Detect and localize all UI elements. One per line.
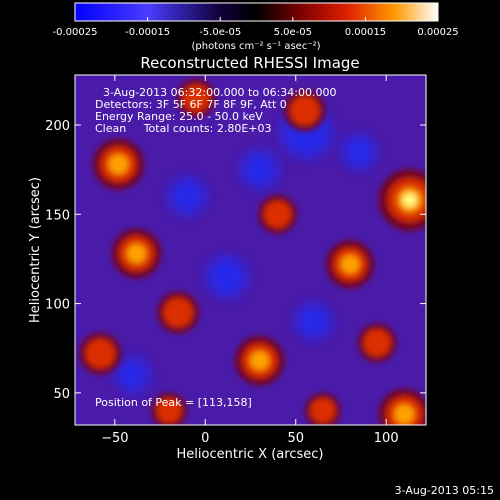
heatmap-hot-spot-peak	[394, 404, 415, 425]
heatmap-hot-spot-core	[264, 200, 292, 228]
heatmap-hot-spot-core	[310, 398, 336, 424]
heatmap-cold-spot	[342, 134, 377, 169]
plot-frame	[74, 74, 427, 426]
heatmap-hot-spot-core	[290, 95, 320, 126]
colorbar: -0.00025 -0.00015 -5.0e-05 5.0e-05 0.00015 0.…	[53, 2, 459, 52]
x-tick-label: 100	[374, 431, 399, 446]
colorbar-tick-label: -0.00015	[125, 27, 170, 38]
colorbar-unit-label: (photons cm⁻² s⁻¹ asec⁻²)	[191, 41, 320, 52]
info-energy-range: Energy Range: 25.0 - 50.0 keV	[95, 110, 263, 123]
colorbar-tick-labels: -0.00025 -0.00015 -5.0e-05 5.0e-05 0.00015 0.…	[53, 27, 459, 38]
x-tick-label: 0	[201, 431, 209, 446]
info-detectors: Detectors: 3F 5F 6F 7F 8F 9F, Att 0	[95, 98, 287, 111]
x-axis-label: Heliocentric X (arcsec)	[177, 447, 324, 462]
info-peak-position: Position of Peak = [113,158]	[95, 396, 252, 409]
heatmap-cold-spot	[240, 150, 279, 189]
heatmap-hot-spot-max	[403, 193, 417, 207]
x-axis-ticks: −50 0 50 100	[101, 75, 399, 446]
colorbar-tick-label: -5.0e-05	[199, 27, 241, 38]
x-tick-label: −50	[101, 431, 128, 446]
heatmap-hot-spot-peak	[340, 254, 360, 274]
colorbar-tick-label: 5.0e-05	[274, 27, 312, 38]
heatmap-hot-spot-core	[156, 398, 182, 424]
heatmap-hot-spot-core	[85, 338, 116, 369]
heatmap-hot-spot-peak	[108, 154, 129, 175]
chart-title: Reconstructed RHESSI Image	[140, 54, 360, 72]
heatmap-hot-spot-core	[363, 329, 391, 357]
y-axis-label: Heliocentric Y (arcsec)	[28, 177, 43, 323]
heatmap-hot-regions	[79, 79, 426, 425]
colorbar-tick-label: 0.00025	[417, 27, 458, 38]
y-tick-label: 200	[45, 119, 70, 134]
x-tick-label: 50	[287, 431, 304, 446]
heatmap-hot-spot-core	[163, 297, 193, 328]
colorbar-tick-label: 0.00015	[345, 27, 386, 38]
heatmap-cold-spot	[115, 357, 150, 393]
colorbar-ticks	[74, 17, 439, 21]
y-tick-label: 50	[53, 387, 70, 402]
colorbar-tick-label: -0.00025	[53, 27, 98, 38]
footer-timestamp: 3-Aug-2013 05:15	[394, 484, 494, 497]
heatmap-hot-spot-peak	[249, 351, 270, 371]
heatmap-cold-spot	[295, 303, 332, 340]
heatmap-cold-spot	[206, 256, 248, 298]
y-axis-ticks: 50 100 150 200	[45, 119, 426, 402]
colorbar-gradient	[74, 2, 439, 22]
info-clean-counts: Clean Total counts: 2.80E+03	[95, 122, 272, 135]
info-time-range: 3-Aug-2013 06:32:00.000 to 06:34:00.000	[103, 86, 337, 99]
y-tick-label: 100	[45, 298, 70, 313]
y-tick-label: 150	[45, 208, 70, 223]
heatmap-cold-spot	[168, 177, 206, 216]
heatmap-hot-spot-core	[182, 84, 210, 112]
heatmap-hot-spot-peak	[126, 243, 147, 264]
